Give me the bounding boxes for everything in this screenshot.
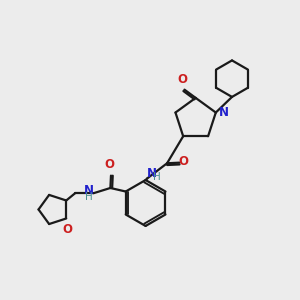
Text: O: O [177, 73, 187, 85]
Text: O: O [105, 158, 115, 172]
Text: N: N [147, 167, 157, 180]
Text: O: O [178, 155, 188, 168]
Text: H: H [153, 172, 160, 182]
Text: N: N [219, 106, 229, 119]
Text: O: O [62, 224, 72, 236]
Text: H: H [85, 192, 93, 203]
Text: N: N [84, 184, 94, 197]
